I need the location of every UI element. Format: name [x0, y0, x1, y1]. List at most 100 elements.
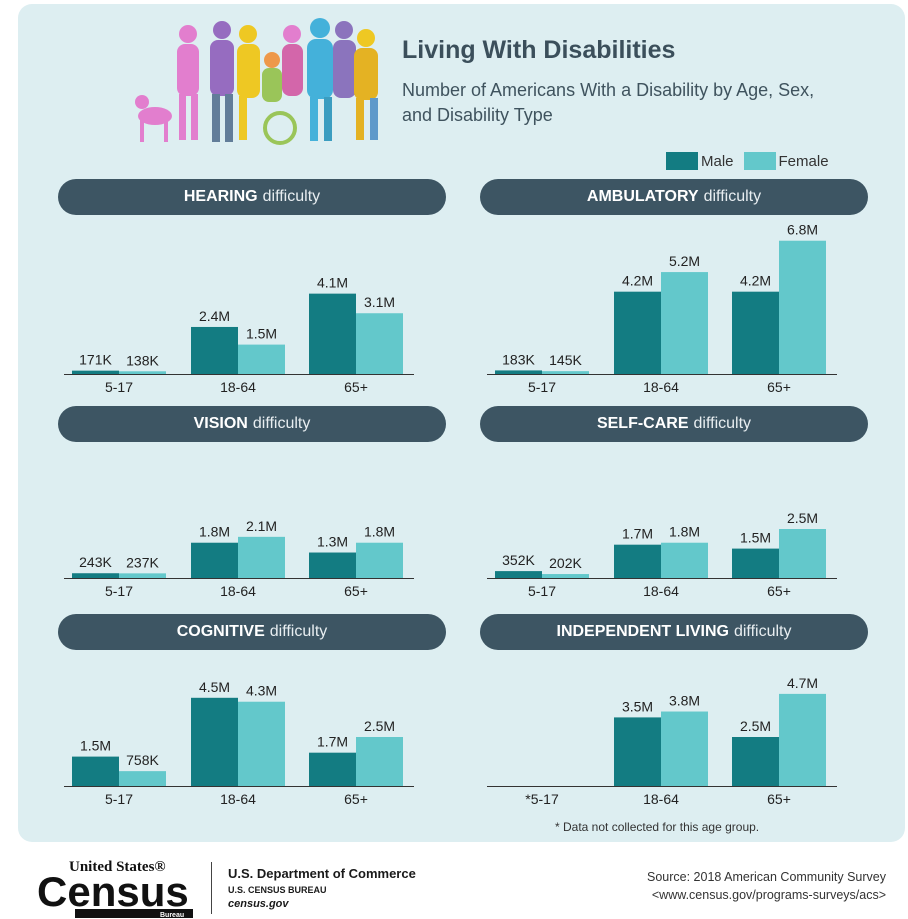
legend-swatch-male [666, 152, 698, 170]
bar-female-517 [119, 771, 166, 786]
panel-title-bold: INDEPENDENT LIVING [556, 623, 729, 640]
bar-female-517 [119, 371, 166, 374]
category-tick-label: 65+ [767, 791, 791, 807]
bar-value-label: 145K [549, 352, 582, 368]
infographic-title: Living With Disabilities [402, 36, 676, 64]
bar-value-label: 2.5M [787, 510, 818, 526]
legend-label-female: Female [778, 152, 829, 170]
category-tick-label: 5-17 [528, 583, 556, 599]
chart-vision: 243K 237K 5-17 1.8M 2.1M 18-64 1.3M 1.8M 65+ [64, 518, 414, 599]
panel-title-rest: difficulty [703, 188, 762, 205]
panel-title-bold: COGNITIVE [176, 623, 265, 640]
bar-female-65+ [779, 240, 826, 374]
footnote: * Data not collected for this age group. [555, 820, 760, 834]
panel-header-ambulatory: AMBULATORY difficulty [480, 179, 868, 215]
category-tick-label: 18-64 [643, 379, 679, 395]
category-tick-label: 65+ [767, 583, 791, 599]
bar-female-65+ [356, 737, 403, 786]
bar-value-label: 2.5M [740, 718, 771, 734]
bar-value-label: 183K [502, 351, 535, 367]
panel-title-rest: difficulty [262, 188, 321, 205]
bar-male-1864 [191, 542, 238, 578]
panel-header-hearing: HEARING difficulty [58, 179, 446, 215]
category-tick-label: *5-17 [525, 791, 559, 807]
category-tick-label: 65+ [344, 379, 368, 395]
category-tick-label: 65+ [344, 583, 368, 599]
category-tick-label: 65+ [344, 791, 368, 807]
panel-title-bold: SELF-CARE [596, 415, 689, 432]
bar-male-65+ [732, 737, 779, 786]
chart-self-care: 352K 202K 5-17 1.7M 1.8M 18-64 1.5M 2.5M 65+ [487, 510, 837, 599]
bar-value-label: 3.5M [622, 698, 653, 714]
bar-value-label: 1.8M [669, 524, 700, 540]
bar-value-label: 4.7M [787, 675, 818, 691]
bar-value-label: 171K [79, 352, 112, 368]
logo-line-2: Census [37, 868, 189, 915]
bar-value-label: 352K [502, 552, 535, 568]
bar-value-label: 1.3M [317, 534, 348, 550]
panel-title-rest: difficulty [733, 623, 792, 640]
bar-value-label: 2.4M [199, 308, 230, 324]
category-tick-label: 5-17 [528, 379, 556, 395]
bureau-name: U.S. CENSUS BUREAU [228, 885, 327, 895]
legend: Male Female [666, 150, 839, 172]
census-bureau-logo: United States® Census Bureau [37, 859, 193, 919]
panel-header-cognitive: COGNITIVE difficulty [58, 614, 446, 650]
bar-male-1864 [614, 544, 661, 578]
bar-male-65+ [309, 552, 356, 578]
infographic-subtitle: Number of Americans With a Disability by… [402, 80, 815, 125]
chart-ambulatory: 183K 145K 5-17 4.2M 5.2M 18-64 4.2M 6.8M 65+ [487, 222, 837, 395]
bar-male-1864 [614, 291, 661, 374]
panel-title-bold: HEARING [183, 188, 258, 205]
logo-line-1: United States® [69, 859, 166, 875]
panel-header-vision: VISION difficulty [58, 406, 446, 442]
bar-male-65+ [309, 293, 356, 374]
bar-male-517 [495, 370, 542, 374]
bar-value-label: 1.7M [317, 734, 348, 750]
bar-female-65+ [356, 542, 403, 578]
panel-header-independent-living: INDEPENDENT LIVING difficulty [480, 614, 868, 650]
bar-female-517 [542, 574, 589, 578]
footer-divider [211, 862, 212, 914]
bar-value-label: 4.2M [740, 273, 771, 289]
bar-value-label: 138K [126, 352, 159, 368]
dept-name: U.S. Department of Commerce [228, 866, 416, 881]
legend-swatch-female [743, 152, 776, 170]
bar-value-label: 4.1M [317, 275, 348, 291]
bar-female-65+ [779, 529, 826, 578]
chart-cognitive: 1.5M 758K 5-17 4.5M 4.3M 18-64 1.7M 2.5M 65+ [64, 679, 414, 807]
bar-value-label: 1.7M [622, 526, 653, 542]
category-tick-label: 5-17 [105, 791, 133, 807]
bar-male-517 [495, 571, 542, 578]
bar-male-517 [72, 370, 119, 374]
source-url: <www.census.gov/programs-surveys/acs> [651, 888, 886, 902]
bar-female-1864 [238, 344, 285, 374]
legend-label-male: Male [701, 152, 734, 170]
bar-female-1864 [661, 272, 708, 374]
panel-title-bold: VISION [193, 415, 248, 432]
bar-female-65+ [779, 693, 826, 786]
bar-value-label: 3.1M [364, 294, 395, 310]
bar-female-1864 [238, 701, 285, 786]
category-tick-label: 18-64 [643, 791, 679, 807]
source-block: Source: 2018 American Community Survey <… [647, 868, 886, 904]
logo-bar [75, 909, 193, 918]
bar-female-1864 [661, 542, 708, 578]
bar-male-1864 [191, 697, 238, 786]
bar-value-label: 237K [126, 554, 159, 570]
bar-female-65+ [356, 313, 403, 374]
bar-value-label: 1.5M [80, 738, 111, 754]
source-line: Source: 2018 American Community Survey [647, 870, 886, 884]
category-tick-label: 65+ [767, 379, 791, 395]
bar-male-65+ [309, 752, 356, 786]
census-website: census.gov [228, 898, 289, 910]
bar-male-517 [72, 756, 119, 786]
panel-title-bold: AMBULATORY [586, 188, 699, 205]
bar-female-1864 [238, 536, 285, 578]
people-silhouettes-illustration [135, 18, 378, 145]
bar-male-1864 [614, 717, 661, 786]
category-tick-label: 18-64 [220, 791, 256, 807]
category-tick-label: 18-64 [220, 379, 256, 395]
panel-header-self-care: SELF-CARE difficulty [480, 406, 868, 442]
bar-male-65+ [732, 548, 779, 578]
